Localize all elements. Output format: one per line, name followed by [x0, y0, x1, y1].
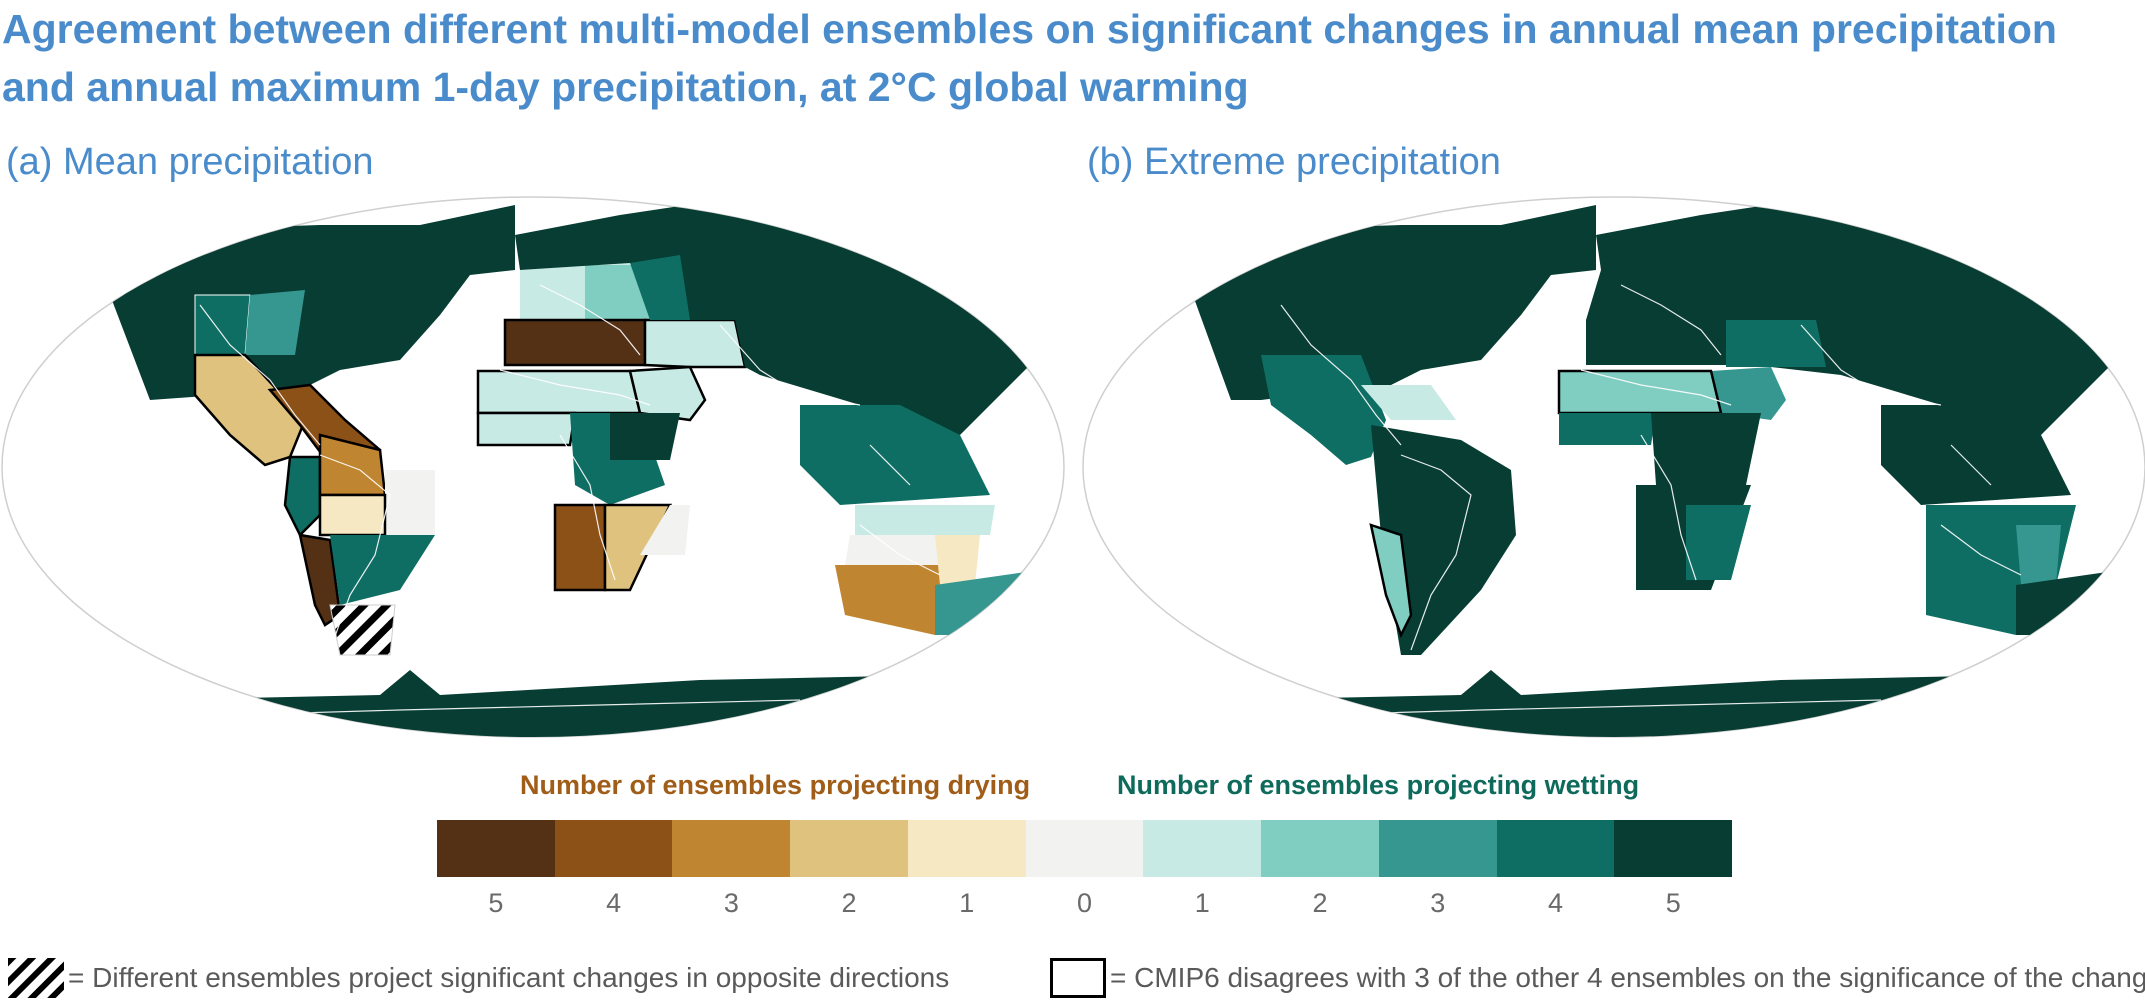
- colorbar-tick-label: 2: [841, 888, 857, 918]
- coastlines: [199, 284, 941, 716]
- legend-hatch-item: = Different ensembles project significan…: [8, 958, 949, 998]
- colorbar-tick-label: 2: [1312, 888, 1328, 918]
- colorbar-tick-label: 3: [1430, 888, 1446, 918]
- region-southern-central-america: [283, 455, 322, 538]
- region-mediterranean: [503, 318, 647, 367]
- colorbar-drying-heading: Number of ensembles projecting drying: [520, 770, 1031, 800]
- region-central-north-america: [245, 290, 305, 355]
- region-west-south-america: [1369, 523, 1413, 639]
- colorbar-tick-label: 5: [488, 888, 504, 918]
- legend-hatch-text: = Different ensembles project significan…: [68, 962, 950, 993]
- region-north-america: [1191, 205, 1596, 400]
- colorbar-cell-dry-1: [907, 820, 1026, 877]
- colorbar: [437, 820, 1733, 877]
- region-north-central-america: [193, 353, 307, 467]
- figure-title: Agreement between different multi-model …: [2, 0, 2142, 116]
- region-arabian-peninsula: [628, 365, 707, 422]
- colorbar-tick-label: 4: [1547, 888, 1563, 918]
- region-south-east-asia: [1881, 405, 2071, 505]
- region-central-africa: [1651, 413, 1761, 505]
- region-sahara: [476, 369, 642, 415]
- legend-box-text: = CMIP6 disagrees with 3 of the other 4 …: [1110, 962, 2145, 993]
- colorbar-tick-label: 1: [1194, 888, 1210, 918]
- region-eastern-europe: [585, 265, 650, 320]
- colorbar-cell-dry-4: [554, 820, 673, 877]
- region-eastern-australia: [2016, 525, 2061, 585]
- region-eastern-southern-africa: [1686, 505, 1751, 580]
- colorbar-cell-wet-1: [1143, 820, 1262, 877]
- map-extreme-precipitation: [1082, 196, 2145, 738]
- colorbar-cell-dry-5: [437, 820, 555, 877]
- colorbar-cell-wet-4: [1496, 820, 1615, 877]
- region-eastern-australia: [935, 535, 980, 585]
- colorbar-tick-label: 1: [959, 888, 975, 918]
- region-western-africa: [476, 411, 577, 447]
- outline-box-swatch-icon: [1050, 958, 1106, 998]
- colorbar-cell-dry-2: [790, 820, 908, 877]
- region-caribbean: [1361, 385, 1456, 420]
- region-sahara: [1557, 369, 1723, 415]
- region-western-africa: [1559, 413, 1656, 445]
- region-arabian-peninsula: [1711, 367, 1786, 420]
- coastlines: [1280, 284, 2022, 716]
- colorbar-ticks: 5 4 3 2 1 0 1 2 3 4 5: [437, 888, 1732, 919]
- map-mean-precipitation: [1, 196, 1065, 738]
- panel-a-label: (a) Mean precipitation: [6, 141, 374, 183]
- title-line-1: Agreement between different multi-model …: [2, 6, 2057, 52]
- region-eastern-southern-africa: [603, 503, 672, 592]
- colorbar-tick-label: 0: [1077, 888, 1093, 918]
- region-south-american-monsoon: [318, 493, 387, 537]
- colorbar-wetting-heading: Number of ensembles projecting wetting: [1117, 770, 1640, 800]
- colorbar-tick-label: 5: [1665, 888, 1681, 918]
- region-southern-south-america: [329, 604, 396, 656]
- panel-b-label: (b) Extreme precipitation: [1087, 141, 1501, 183]
- region-western-north-america: [194, 294, 251, 361]
- region-southeast-south-america: [330, 535, 435, 605]
- legend-box-item: = CMIP6 disagrees with 3 of the other 4 …: [1050, 958, 2145, 998]
- region-north-central-america: [1261, 355, 1386, 465]
- colorbar-cell-wet-5: [1614, 820, 1733, 877]
- hatch-swatch-icon: [8, 958, 64, 998]
- region-southern-australia: [835, 565, 960, 635]
- region-west-central-asia: [1726, 320, 1826, 367]
- colorbar-cell-zero: [1025, 820, 1144, 877]
- region-northeast-south-america: [385, 470, 435, 535]
- region-russian-arctic-west: [630, 255, 690, 320]
- region-west-central-asia: [643, 318, 747, 369]
- colorbar-tick-label: 4: [606, 888, 622, 918]
- colorbar-cell-wet-3: [1378, 820, 1497, 877]
- region-northeastern-africa: [610, 413, 680, 460]
- colorbar-tick-label: 3: [723, 888, 739, 918]
- region-western-southern-africa: [553, 503, 607, 592]
- region-south-east-asia: [800, 405, 990, 505]
- region-northern-australia: [855, 505, 995, 535]
- title-line-2: and annual maximum 1-day precipitation, …: [2, 64, 1249, 110]
- colorbar-cell-wet-2: [1261, 820, 1379, 877]
- region-madagascar: [640, 505, 690, 555]
- colorbar-cell-dry-3: [672, 820, 791, 877]
